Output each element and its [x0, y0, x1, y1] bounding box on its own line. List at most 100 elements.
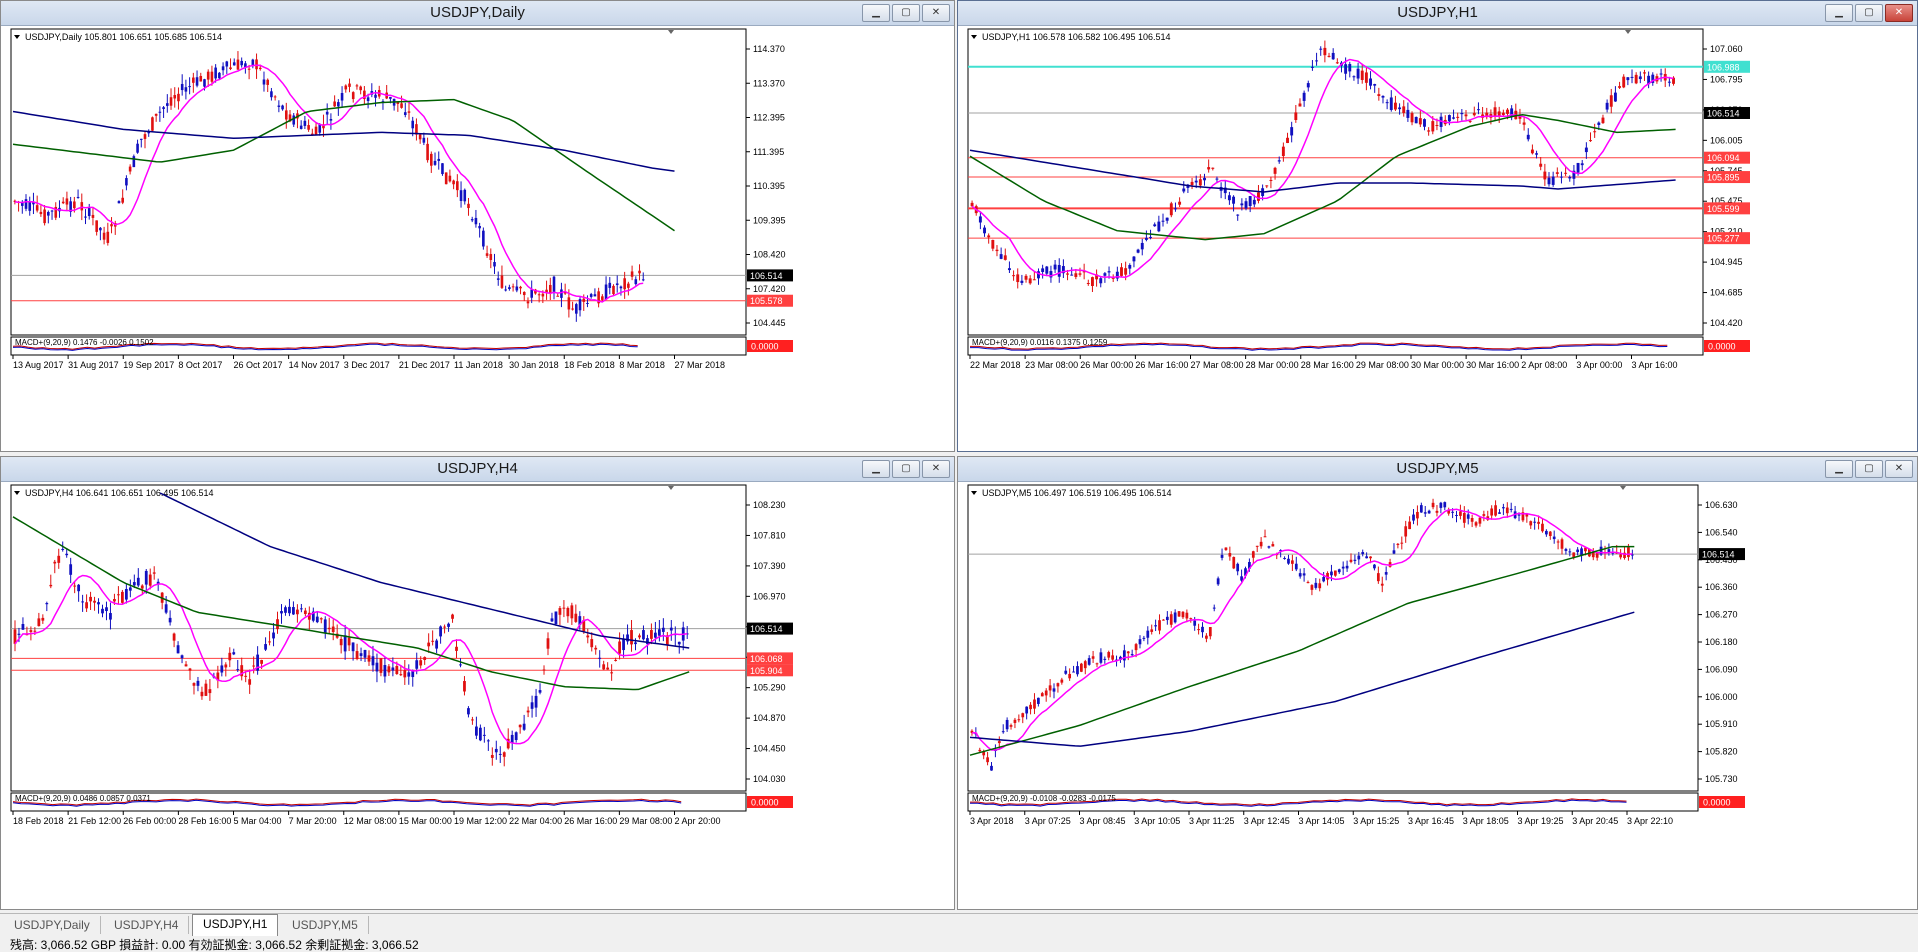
chart-window-usdjpy-daily[interactable]: USDJPY,Daily ▁ ▢ ✕ USDJPY,Daily 105.801 … [0, 0, 955, 452]
price-axis-label: 107.420 [753, 284, 786, 294]
candle-body [1443, 502, 1447, 508]
candle-body [1505, 507, 1509, 514]
macd-main-line [12, 799, 682, 807]
candle-body [106, 231, 110, 243]
window-titlebar[interactable]: USDJPY,H4 ▁ ▢ ✕ [1, 457, 954, 482]
candle-body [474, 217, 478, 225]
candle-body [203, 79, 206, 87]
price-chart[interactable]: USDJPY,M5 106.497 106.519 106.495 106.51… [960, 483, 1915, 907]
candle-body [1169, 614, 1173, 625]
candle-body [1190, 181, 1194, 186]
current-price-marker [747, 622, 793, 635]
candle-body [1306, 83, 1310, 88]
candle-body [1576, 162, 1580, 173]
candle-body [1240, 576, 1243, 581]
candle-body [1497, 111, 1501, 117]
price-chart[interactable]: USDJPY,Daily 105.801 106.651 105.685 106… [3, 27, 952, 449]
candle-body [69, 201, 72, 212]
candle-body [166, 103, 169, 106]
candle-body [1464, 114, 1468, 117]
window-titlebar[interactable]: USDJPY,M5 ▁ ▢ ✕ [958, 457, 1917, 482]
maximize-button[interactable]: ▢ [892, 4, 920, 22]
maximize-button[interactable]: ▢ [1855, 4, 1883, 22]
chart-canvas[interactable]: USDJPY,Daily 105.801 106.651 105.685 106… [3, 27, 952, 449]
chart-canvas[interactable]: USDJPY,H4 106.641 106.651 106.495 106.51… [3, 483, 952, 907]
price-chart[interactable]: USDJPY,H4 106.641 106.651 106.495 106.51… [3, 483, 952, 907]
time-axis-label: 3 Apr 16:00 [1632, 360, 1678, 370]
minimize-button[interactable]: ▁ [1825, 460, 1853, 478]
candle-body [37, 618, 41, 627]
candle-body [1485, 112, 1489, 118]
candle-body [983, 227, 986, 234]
price-chart[interactable]: USDJPY,H1 106.578 106.582 106.495 106.51… [960, 27, 1915, 449]
candle-body [121, 197, 124, 203]
minimize-button[interactable]: ▁ [862, 460, 890, 478]
candle-body [1493, 107, 1497, 117]
candle-body [348, 83, 351, 87]
price-axis-label: 107.810 [753, 530, 786, 540]
candle-body [1385, 102, 1389, 104]
candle-body [1672, 77, 1675, 84]
candle-body [1369, 78, 1372, 86]
chart-background [3, 27, 952, 449]
chart-window-usdjpy-h4[interactable]: USDJPY,H4 ▁ ▢ ✕ USDJPY,H4 106.641 106.65… [0, 456, 955, 910]
candle-body [247, 68, 251, 70]
candle-body [999, 254, 1003, 259]
candle-body [448, 175, 452, 182]
candle-body [284, 110, 288, 120]
candle-body [1568, 176, 1572, 179]
candle-body [13, 629, 17, 644]
price-axis-label: 107.390 [753, 561, 786, 571]
symbol-info-text: USDJPY,Daily 105.801 106.651 105.685 106… [25, 32, 222, 42]
minimize-button[interactable]: ▁ [862, 4, 890, 22]
maximize-button[interactable]: ▢ [1855, 460, 1883, 478]
time-axis-label: 18 Feb 2018 [13, 816, 64, 826]
candle-body [567, 297, 571, 310]
price-axis-label: 110.395 [753, 181, 785, 191]
close-button[interactable]: ✕ [922, 460, 950, 478]
maximize-button[interactable]: ▢ [892, 460, 920, 478]
tab-usdjpy-daily[interactable]: USDJPY,Daily [4, 916, 101, 934]
candle-body [73, 585, 77, 587]
candle-body [1584, 547, 1587, 552]
close-button[interactable]: ✕ [922, 4, 950, 22]
candle-body [1302, 573, 1306, 576]
close-button[interactable]: ✕ [1885, 4, 1913, 22]
candle-body [374, 94, 377, 98]
chart-window-usdjpy-h1[interactable]: USDJPY,H1 ▁ ▢ ✕ USDJPY,H1 106.578 106.58… [957, 0, 1918, 452]
dropdown-arrow-icon [14, 491, 20, 495]
candle-body [1095, 663, 1099, 665]
chart-window-usdjpy-m5[interactable]: USDJPY,M5 ▁ ▢ ✕ USDJPY,M5 106.497 106.51… [957, 456, 1918, 910]
candle-body [359, 653, 363, 656]
close-button[interactable]: ✕ [1885, 460, 1913, 478]
tab-usdjpy-m5[interactable]: USDJPY,M5 [282, 916, 369, 934]
candle-body [578, 616, 582, 625]
candle-body [1197, 629, 1200, 631]
window-titlebar[interactable]: USDJPY,Daily ▁ ▢ ✕ [1, 1, 954, 26]
minimize-button[interactable]: ▁ [1825, 4, 1853, 22]
tab-usdjpy-h4[interactable]: USDJPY,H4 [104, 916, 190, 934]
candle-body [169, 97, 173, 106]
candle-body [1154, 625, 1157, 627]
candle-body [128, 166, 132, 172]
chart-canvas[interactable]: USDJPY,M5 106.497 106.519 106.495 106.51… [960, 483, 1915, 907]
candle-body [443, 626, 446, 628]
time-axis-label: 2 Apr 08:00 [1521, 360, 1567, 370]
tab-usdjpy-h1[interactable]: USDJPY,H1 [192, 914, 279, 936]
chart-canvas[interactable]: USDJPY,H1 106.578 106.582 106.495 106.51… [960, 27, 1915, 449]
candle-body [1099, 652, 1103, 663]
time-axis-label: 26 Mar 16:00 [564, 816, 617, 826]
candle-body [1291, 560, 1294, 564]
candle-body [1622, 76, 1626, 88]
candle-body [1198, 179, 1202, 186]
candle-body [1341, 566, 1345, 569]
candle-body [1287, 558, 1290, 564]
price-axis-label: 106.180 [1705, 637, 1738, 647]
candle-body [1306, 582, 1310, 584]
candle-body [1072, 671, 1075, 673]
price-axis-label: 104.870 [753, 713, 786, 723]
candle-body [978, 216, 982, 223]
macd-indicator-label: MACD+(9,20,9) 0.1476 -0.0026 0.1502 [15, 338, 154, 347]
window-titlebar[interactable]: USDJPY,H1 ▁ ▢ ✕ [958, 1, 1917, 26]
current-price-label: 106.514 [750, 624, 783, 634]
